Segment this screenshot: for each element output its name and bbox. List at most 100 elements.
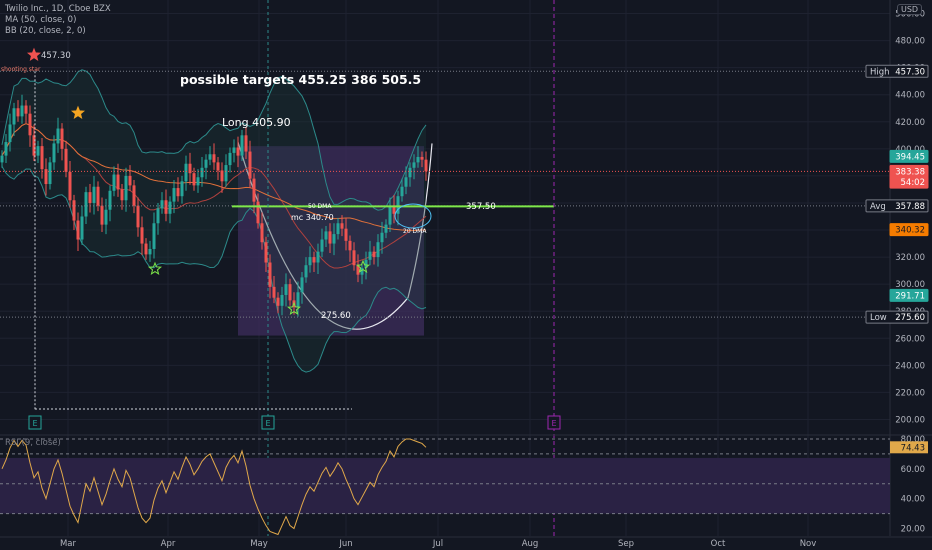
price-badge-value: 357.88 [895,202,925,212]
candle-body [360,267,364,275]
price-badge [889,149,929,163]
candle-body [320,239,324,252]
dma-circle [394,203,432,229]
price-badge-label: Avg [870,202,886,212]
candle-body [192,173,196,186]
price-badge [889,175,929,189]
candle-body [340,223,344,229]
rsi-value-badge [890,441,928,454]
candle-body [356,265,360,275]
bollinger-fill [2,69,426,373]
candle-body [168,201,172,214]
candle-body [284,284,288,295]
time-tick-label: Apr [161,539,176,549]
price-tick-label: 440.00 [895,91,925,101]
candle-body [156,208,160,224]
candle-body [384,224,388,233]
candle-body [108,190,112,210]
candle-body [180,181,184,197]
price-badge-value: 340.32 [895,226,925,236]
earnings-badge [28,415,42,430]
candle-body [240,135,244,156]
candle-body [176,188,180,197]
long-annotation: Long 405.90 [222,116,291,129]
time-tick-label: Jul [432,539,443,549]
candle-body [408,167,412,178]
symbol-title[interactable]: Twilio Inc., 1D, Cboe BZX [5,4,111,14]
candle-body [212,154,216,163]
candle-body [412,162,416,168]
candle-body [304,265,308,278]
level-357-label: 357.50 [466,202,496,212]
candle-body [104,209,108,225]
rsi-tick-label: 60.00 [901,465,925,475]
candle-body [80,216,84,240]
candle-body [172,188,176,202]
candle-body [68,171,72,201]
earnings-badge-label: E [265,419,270,428]
candle-body [216,162,220,171]
candle-body [64,148,68,172]
ma50-line [1,123,427,232]
candle-body [388,205,392,225]
price-badge-label: Low [870,313,887,323]
candle-body [88,192,92,203]
price-axis-background [890,0,932,550]
candle-body [8,124,12,143]
candle-body [12,108,16,125]
candle-body [116,174,120,190]
candle-body [52,143,56,163]
candle-body [220,170,224,182]
candle-body [184,163,188,182]
price-tick-label: 400.00 [895,145,925,155]
time-tick-label: Nov [800,539,817,549]
dma50-label: 50 DMA [308,203,332,210]
candle-body [16,108,20,117]
candle-body [28,113,32,136]
dma20-label: 20 DMA [403,228,427,235]
price-badge [865,199,929,213]
price-tick-label: 480.00 [895,37,925,47]
candle-body [296,292,300,308]
currency-badge[interactable]: USD [897,4,923,15]
chart-legend: Twilio Inc., 1D, Cboe BZX MA (50, close,… [5,4,111,37]
candle-body [392,205,396,214]
candle-body [228,152,232,166]
candle-body [40,146,44,170]
low-275-label: 275.60 [321,311,351,321]
high-star-marker [26,47,42,61]
rsi-value-label: 74.43 [901,443,925,453]
candle-body [124,175,128,201]
candle-body [252,178,256,202]
candle-body [272,286,276,298]
candle-body [144,243,148,255]
candle-body [416,156,420,163]
bb-indicator-label[interactable]: BB (20, close, 2, 0) [5,26,86,36]
candle-body [244,135,248,152]
candle-body [44,169,48,185]
candle-body [424,159,428,172]
candle-body [140,227,144,244]
candle-body [84,192,88,217]
candle-body [60,128,64,149]
price-tick-label: 220.00 [895,388,925,398]
candle-body [332,234,336,244]
ma-indicator-label[interactable]: MA (50, close, 0) [5,15,77,25]
rsi-tick-label: 80.00 [901,435,925,445]
candle-body [396,196,400,214]
earnings-badge-label: E [551,419,556,428]
candle-body [72,200,76,221]
price-badge [889,288,929,302]
candle-body [120,189,124,201]
candle-body [300,277,304,293]
candle-body [196,177,200,186]
candle-body [56,128,60,144]
candle-body [132,185,136,206]
price-tick-label: 240.00 [895,361,925,371]
candle-body [420,156,424,160]
time-tick-label: Aug [522,539,539,549]
candle-body [32,135,36,156]
price-badge-value: 54:02 [901,178,926,188]
candle-body [280,294,284,306]
